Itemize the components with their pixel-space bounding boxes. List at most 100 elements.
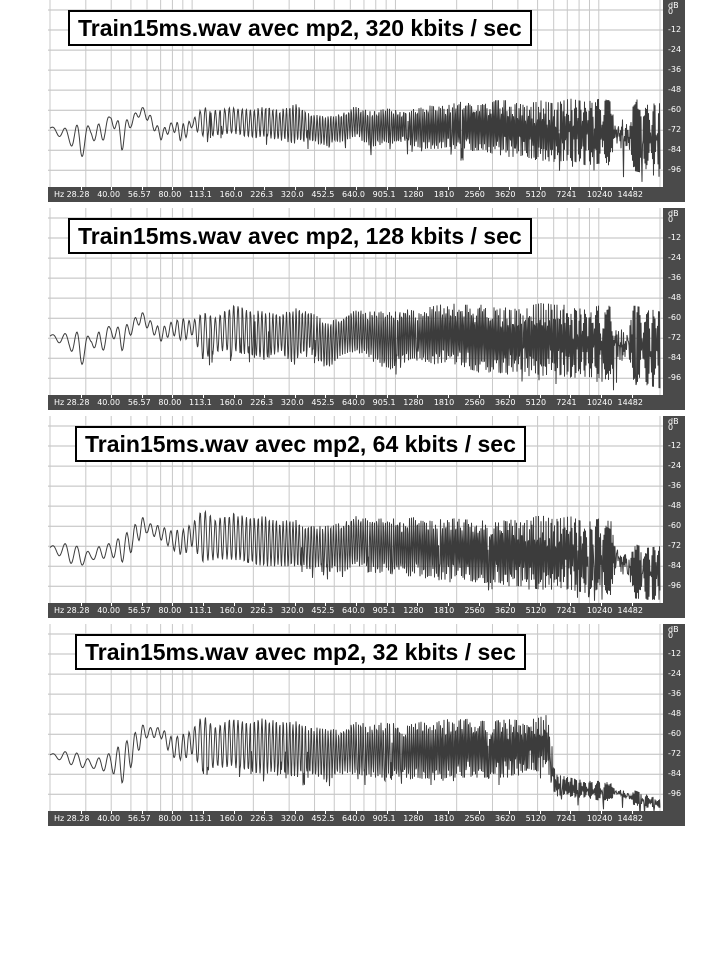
x-tick-mark	[539, 187, 541, 190]
y-tick-label: -96	[668, 581, 682, 591]
x-tick-mark	[294, 811, 296, 814]
spectrum-plot	[48, 416, 663, 603]
x-tick-label: 1280	[403, 814, 424, 823]
x-tick-label: 14482	[617, 606, 643, 615]
x-tick-mark	[264, 811, 266, 814]
x-tick-mark	[631, 187, 633, 190]
x-tick-mark	[570, 395, 572, 398]
y-tick-label: -36	[668, 65, 682, 75]
x-tick-label: 5120	[525, 398, 547, 407]
x-tick-mark	[111, 603, 113, 606]
x-tick-label: 3620	[495, 190, 516, 199]
x-tick-mark	[600, 395, 602, 398]
x-tick-label: 14482	[617, 190, 643, 199]
y-tick-label: -84	[668, 769, 682, 779]
x-tick-mark	[141, 603, 143, 606]
x-tick-label: 640.0	[342, 606, 365, 615]
y-axis: dB 0 -12 -24 -36 -48 -60 -72 -84 -96	[663, 208, 685, 410]
x-tick-label: 1280	[403, 190, 424, 199]
x-tick-label: 7241	[556, 606, 577, 615]
y-tick-label: 0	[668, 423, 674, 433]
x-unit-label: Hz	[54, 398, 65, 407]
y-tick-label: -24	[668, 253, 682, 263]
spectrum-trace	[49, 509, 661, 601]
chart-title: Train15ms.wav avec mp2, 32 kbits / sec	[75, 634, 526, 670]
x-tick-mark	[80, 187, 82, 190]
y-tick-label: -24	[668, 461, 682, 471]
x-tick-label: 40.00	[97, 814, 121, 823]
x-tick-mark	[172, 395, 174, 398]
x-tick-mark	[356, 603, 357, 606]
x-tick-label: 452.5	[311, 814, 335, 823]
x-tick-label: 40.00	[97, 190, 121, 199]
y-tick-label: -72	[668, 541, 682, 551]
x-tick-label: 28.28	[66, 398, 90, 407]
y-unit-label: dB	[668, 1, 679, 10]
x-tick-label: 226.3	[250, 190, 274, 199]
y-tick-label: -12	[668, 649, 682, 659]
y-unit-label: dB	[668, 625, 679, 634]
x-tick-mark	[233, 603, 235, 606]
x-tick-label: 10240	[586, 606, 613, 615]
x-tick-mark	[172, 811, 174, 814]
x-tick-mark	[570, 811, 572, 814]
x-tick-mark	[447, 187, 449, 190]
x-tick-mark	[264, 603, 266, 606]
x-tick-label: 5120	[525, 606, 547, 615]
x-tick-label: 14482	[617, 398, 643, 407]
y-tick-label: -24	[668, 669, 682, 679]
x-tick-mark	[203, 811, 204, 814]
x-tick-label: 160.0	[219, 814, 243, 823]
x-tick-label: 3620	[495, 398, 516, 407]
x-tick-mark	[509, 395, 511, 398]
x-tick-label: 640.0	[342, 190, 365, 199]
x-tick-mark	[325, 395, 327, 398]
x-tick-mark	[447, 811, 449, 814]
y-tick-label: 0	[668, 631, 674, 641]
x-axis: Hz 28.28 40.00 56.57 80.00 113.1 160.0 226.3 32…	[48, 603, 663, 618]
y-tick-label: -48	[668, 85, 682, 95]
x-tick-label: 5120	[525, 190, 547, 199]
y-tick-label: -60	[668, 313, 682, 323]
x-tick-mark	[172, 187, 174, 190]
x-tick-mark	[600, 811, 602, 814]
x-tick-mark	[141, 395, 143, 398]
x-tick-label: 7241	[556, 398, 577, 407]
plot-area	[48, 208, 663, 395]
x-tick-mark	[386, 603, 388, 606]
x-tick-mark	[539, 603, 541, 606]
x-tick-label: 10240	[586, 814, 613, 823]
x-tick-label: 905.1	[372, 814, 396, 823]
x-tick-label: 28.28	[66, 814, 90, 823]
x-tick-mark	[478, 603, 480, 606]
y-tick-label: -96	[668, 165, 682, 175]
y-tick-label: 0	[668, 7, 674, 17]
x-tick-mark	[141, 811, 143, 814]
x-tick-mark	[539, 395, 541, 398]
chart-title: Train15ms.wav avec mp2, 320 kbits / sec	[68, 10, 532, 46]
spectrum-trace	[49, 302, 661, 391]
x-tick-label: 160.0	[219, 606, 243, 615]
spectrum-panel-32: Train15ms.wav avec mp2, 32 kbits / sec H…	[48, 624, 685, 826]
y-tick-label: -60	[668, 729, 682, 739]
spectrum-trace	[49, 98, 661, 182]
x-tick-mark	[294, 603, 296, 606]
x-tick-mark	[172, 603, 174, 606]
x-tick-label: 3620	[495, 606, 516, 615]
x-tick-mark	[417, 395, 419, 398]
spectrum-panel-320: Train15ms.wav avec mp2, 320 kbits / sec …	[48, 0, 685, 202]
y-tick-label: 0	[668, 215, 674, 225]
x-unit-label: Hz	[54, 814, 65, 823]
y-tick-label: -60	[668, 105, 682, 115]
y-tick-label: -84	[668, 145, 682, 155]
x-tick-label: 2560	[464, 398, 485, 407]
x-tick-label: 80.00	[158, 398, 182, 407]
x-tick-label: 2560	[464, 814, 485, 823]
x-tick-mark	[233, 395, 235, 398]
y-tick-label: -72	[668, 125, 682, 135]
x-tick-mark	[600, 187, 602, 190]
y-tick-label: -48	[668, 293, 682, 303]
x-tick-mark	[325, 811, 327, 814]
x-tick-label: 1810	[433, 606, 455, 615]
x-tick-label: 28.28	[66, 190, 90, 199]
